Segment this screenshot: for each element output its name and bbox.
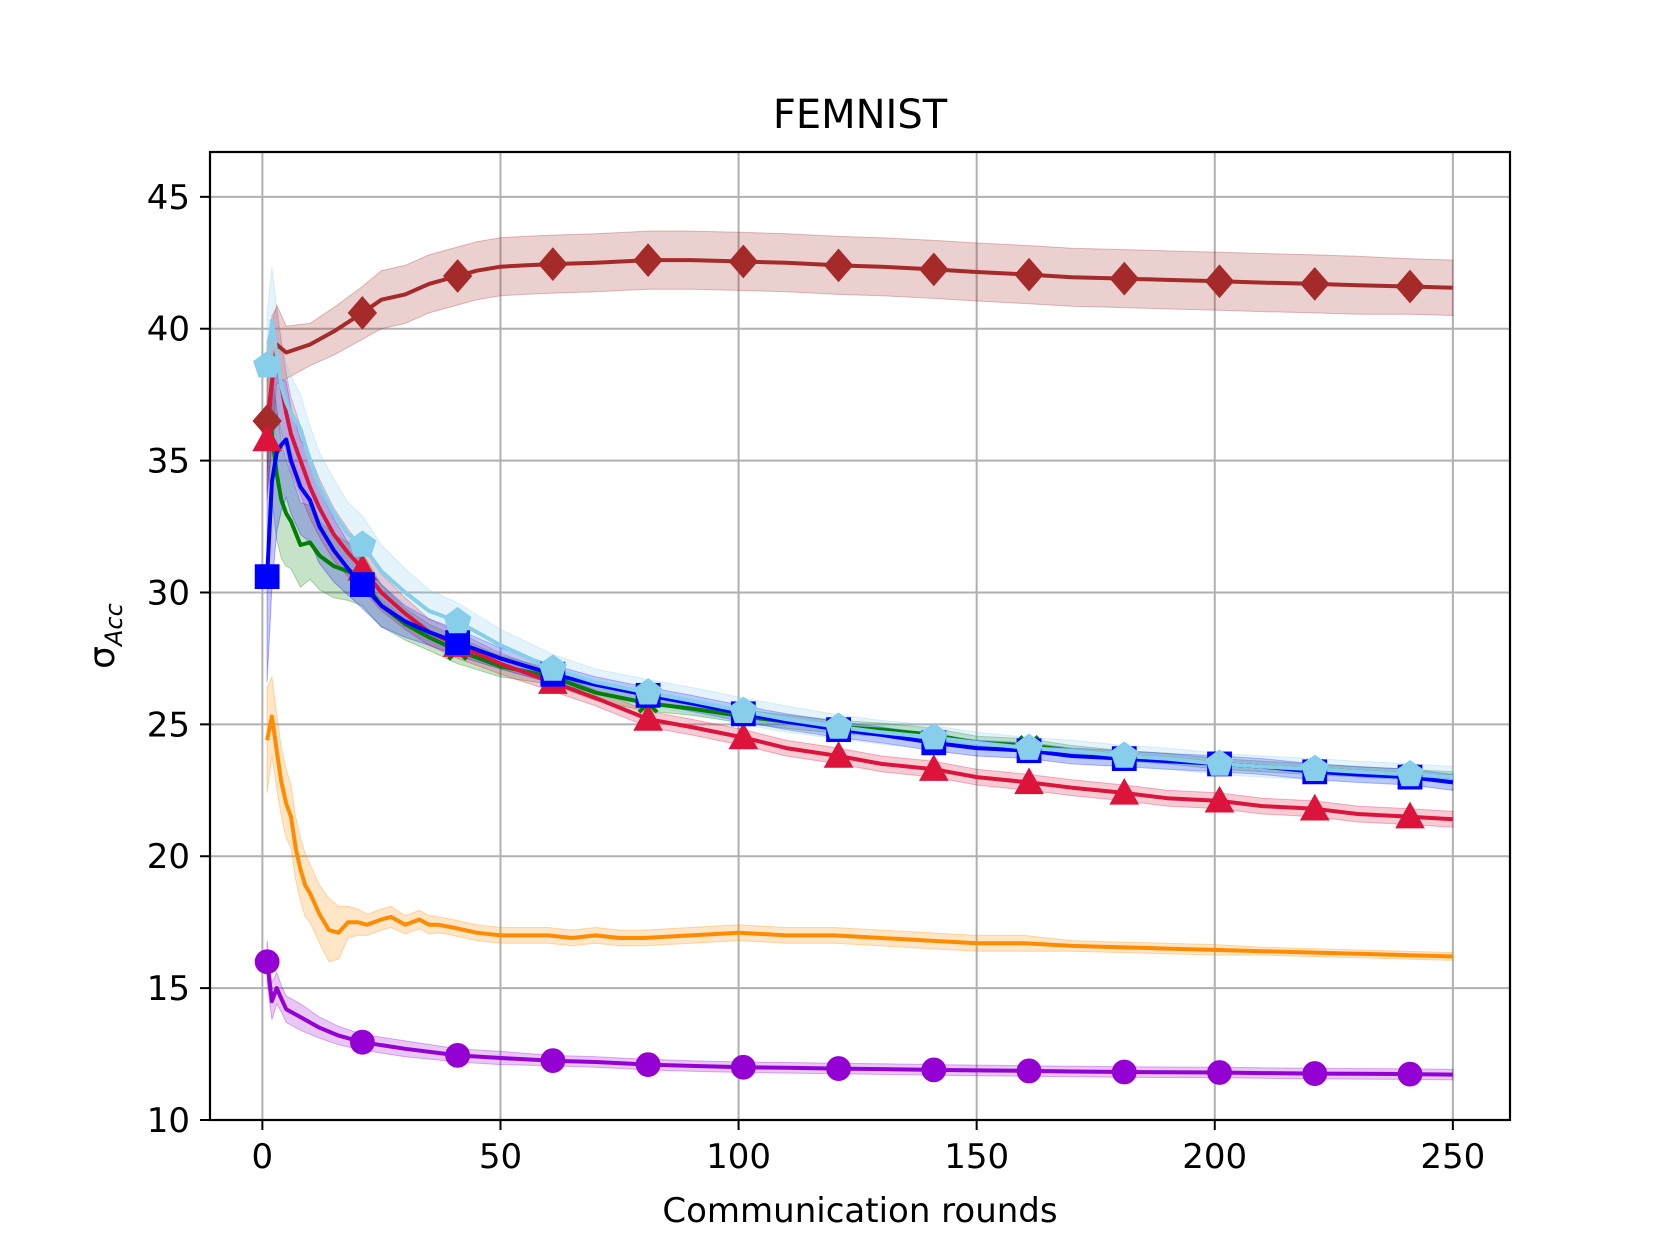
marker-blue-square-41 (445, 630, 471, 655)
y-tick-label-40: 40 (147, 310, 190, 350)
axes-frame (208, 150, 1512, 1122)
marker-brown-diamond-21 (347, 296, 378, 330)
y-tick-label-45: 45 (147, 178, 190, 218)
marker-crimson-triangle-101 (728, 722, 759, 750)
marker-brown-diamond-221 (1300, 267, 1330, 301)
marker-skyblue-pentagon-1 (253, 350, 282, 378)
marker-brown-diamond-141 (919, 252, 949, 287)
marker-crimson-triangle-221 (1299, 793, 1330, 821)
y-tick-label-30: 30 (147, 573, 190, 613)
marker-darkviolet-circle-61 (540, 1048, 566, 1074)
x-axis-label: Communication rounds (662, 1191, 1057, 1231)
marker-blue-square-21 (349, 572, 375, 597)
marker-crimson-triangle-121 (823, 740, 854, 768)
marker-darkviolet-circle-1 (254, 949, 280, 975)
band-brown-diamond (266, 230, 1454, 501)
marker-crimson-triangle-141 (918, 754, 949, 781)
marker-crimson-triangle-181 (1109, 777, 1140, 805)
marker-darkviolet-circle-161 (1016, 1058, 1042, 1084)
x-tick-label-50: 50 (479, 1137, 522, 1177)
y-tick-label-35: 35 (147, 442, 190, 482)
marker-darkviolet-circle-201 (1207, 1060, 1232, 1085)
y-tick-label-25: 25 (147, 705, 190, 745)
marker-skyblue-pentagon-21 (348, 530, 377, 557)
marker-brown-diamond-161 (1014, 257, 1044, 292)
marker-skyblue-pentagon-241 (1396, 759, 1424, 787)
band-crimson-triangle (266, 306, 1454, 828)
marker-darkviolet-circle-221 (1302, 1061, 1328, 1086)
y-tick-label-15: 15 (147, 969, 190, 1009)
marker-brown-diamond-81 (633, 243, 663, 278)
marker-darkviolet-circle-141 (921, 1057, 947, 1083)
marker-skyblue-pentagon-201 (1205, 749, 1234, 776)
chart-title: FEMNIST (773, 92, 948, 138)
marker-skyblue-pentagon-61 (538, 654, 567, 681)
y-tick-label-20: 20 (147, 837, 190, 877)
band-blue-square (266, 372, 1454, 791)
series-lines (265, 258, 1454, 1077)
marker-skyblue-pentagon-41 (443, 606, 472, 634)
marker-skyblue-pentagon-161 (1015, 733, 1043, 760)
marker-skyblue-pentagon-141 (919, 722, 948, 750)
line-skyblue-pentagon (265, 318, 1454, 780)
y-axis-ticks: 10 15 20 25 30 35 40 45 (147, 178, 210, 1141)
band-skyblue-pentagon (266, 268, 1454, 789)
series-markers (252, 243, 1425, 1087)
marker-brown-diamond-61 (538, 247, 568, 281)
line-darkorange (265, 714, 1453, 959)
marker-darkviolet-circle-21 (349, 1029, 375, 1055)
grid (210, 152, 1510, 1121)
marker-crimson-triangle-241 (1395, 801, 1425, 829)
marker-blue-square-1 (254, 564, 280, 590)
marker-skyblue-pentagon-181 (1110, 741, 1139, 768)
marker-darkviolet-circle-121 (826, 1056, 851, 1081)
x-axis-ticks: 0 50 100 150 200 250 (252, 1120, 1485, 1177)
x-tick-label-200: 200 (1182, 1137, 1247, 1177)
x-tick-label-0: 0 (252, 1137, 274, 1177)
marker-darkviolet-circle-101 (730, 1054, 756, 1080)
marker-darkviolet-circle-181 (1111, 1059, 1137, 1085)
y-axis-label-symbol: σ (82, 646, 123, 669)
band-darkviolet-circle (266, 940, 1454, 1081)
marker-crimson-triangle-1 (252, 424, 282, 452)
marker-skyblue-pentagon-81 (634, 678, 662, 705)
marker-skyblue-pentagon-101 (729, 696, 758, 723)
line-blue-square (265, 437, 1454, 785)
marker-brown-diamond-201 (1204, 264, 1235, 299)
marker-brown-diamond-241 (1395, 269, 1425, 304)
marker-crimson-triangle-81 (633, 704, 663, 731)
marker-brown-diamond-101 (728, 244, 758, 279)
marker-brown-diamond-121 (823, 248, 854, 283)
marker-crimson-triangle-201 (1204, 785, 1235, 813)
marker-brown-diamond-41 (442, 259, 473, 293)
y-axis-label: σAcc (82, 603, 128, 669)
marker-skyblue-pentagon-221 (1300, 754, 1329, 781)
x-tick-label-150: 150 (944, 1137, 1009, 1177)
x-tick-label-250: 250 (1420, 1137, 1485, 1177)
marker-skyblue-pentagon-121 (824, 712, 853, 739)
marker-darkviolet-circle-81 (635, 1052, 661, 1078)
marker-brown-diamond-181 (1109, 261, 1139, 296)
marker-crimson-triangle-161 (1014, 767, 1044, 795)
marker-darkviolet-circle-241 (1397, 1061, 1423, 1087)
y-axis-label-subscript: Acc (100, 603, 128, 648)
x-tick-label-100: 100 (706, 1137, 771, 1177)
line-crimson-triangle (265, 358, 1454, 822)
y-tick-label-10: 10 (147, 1101, 190, 1141)
marker-darkviolet-circle-41 (445, 1042, 471, 1068)
band-darkorange (266, 675, 1454, 963)
